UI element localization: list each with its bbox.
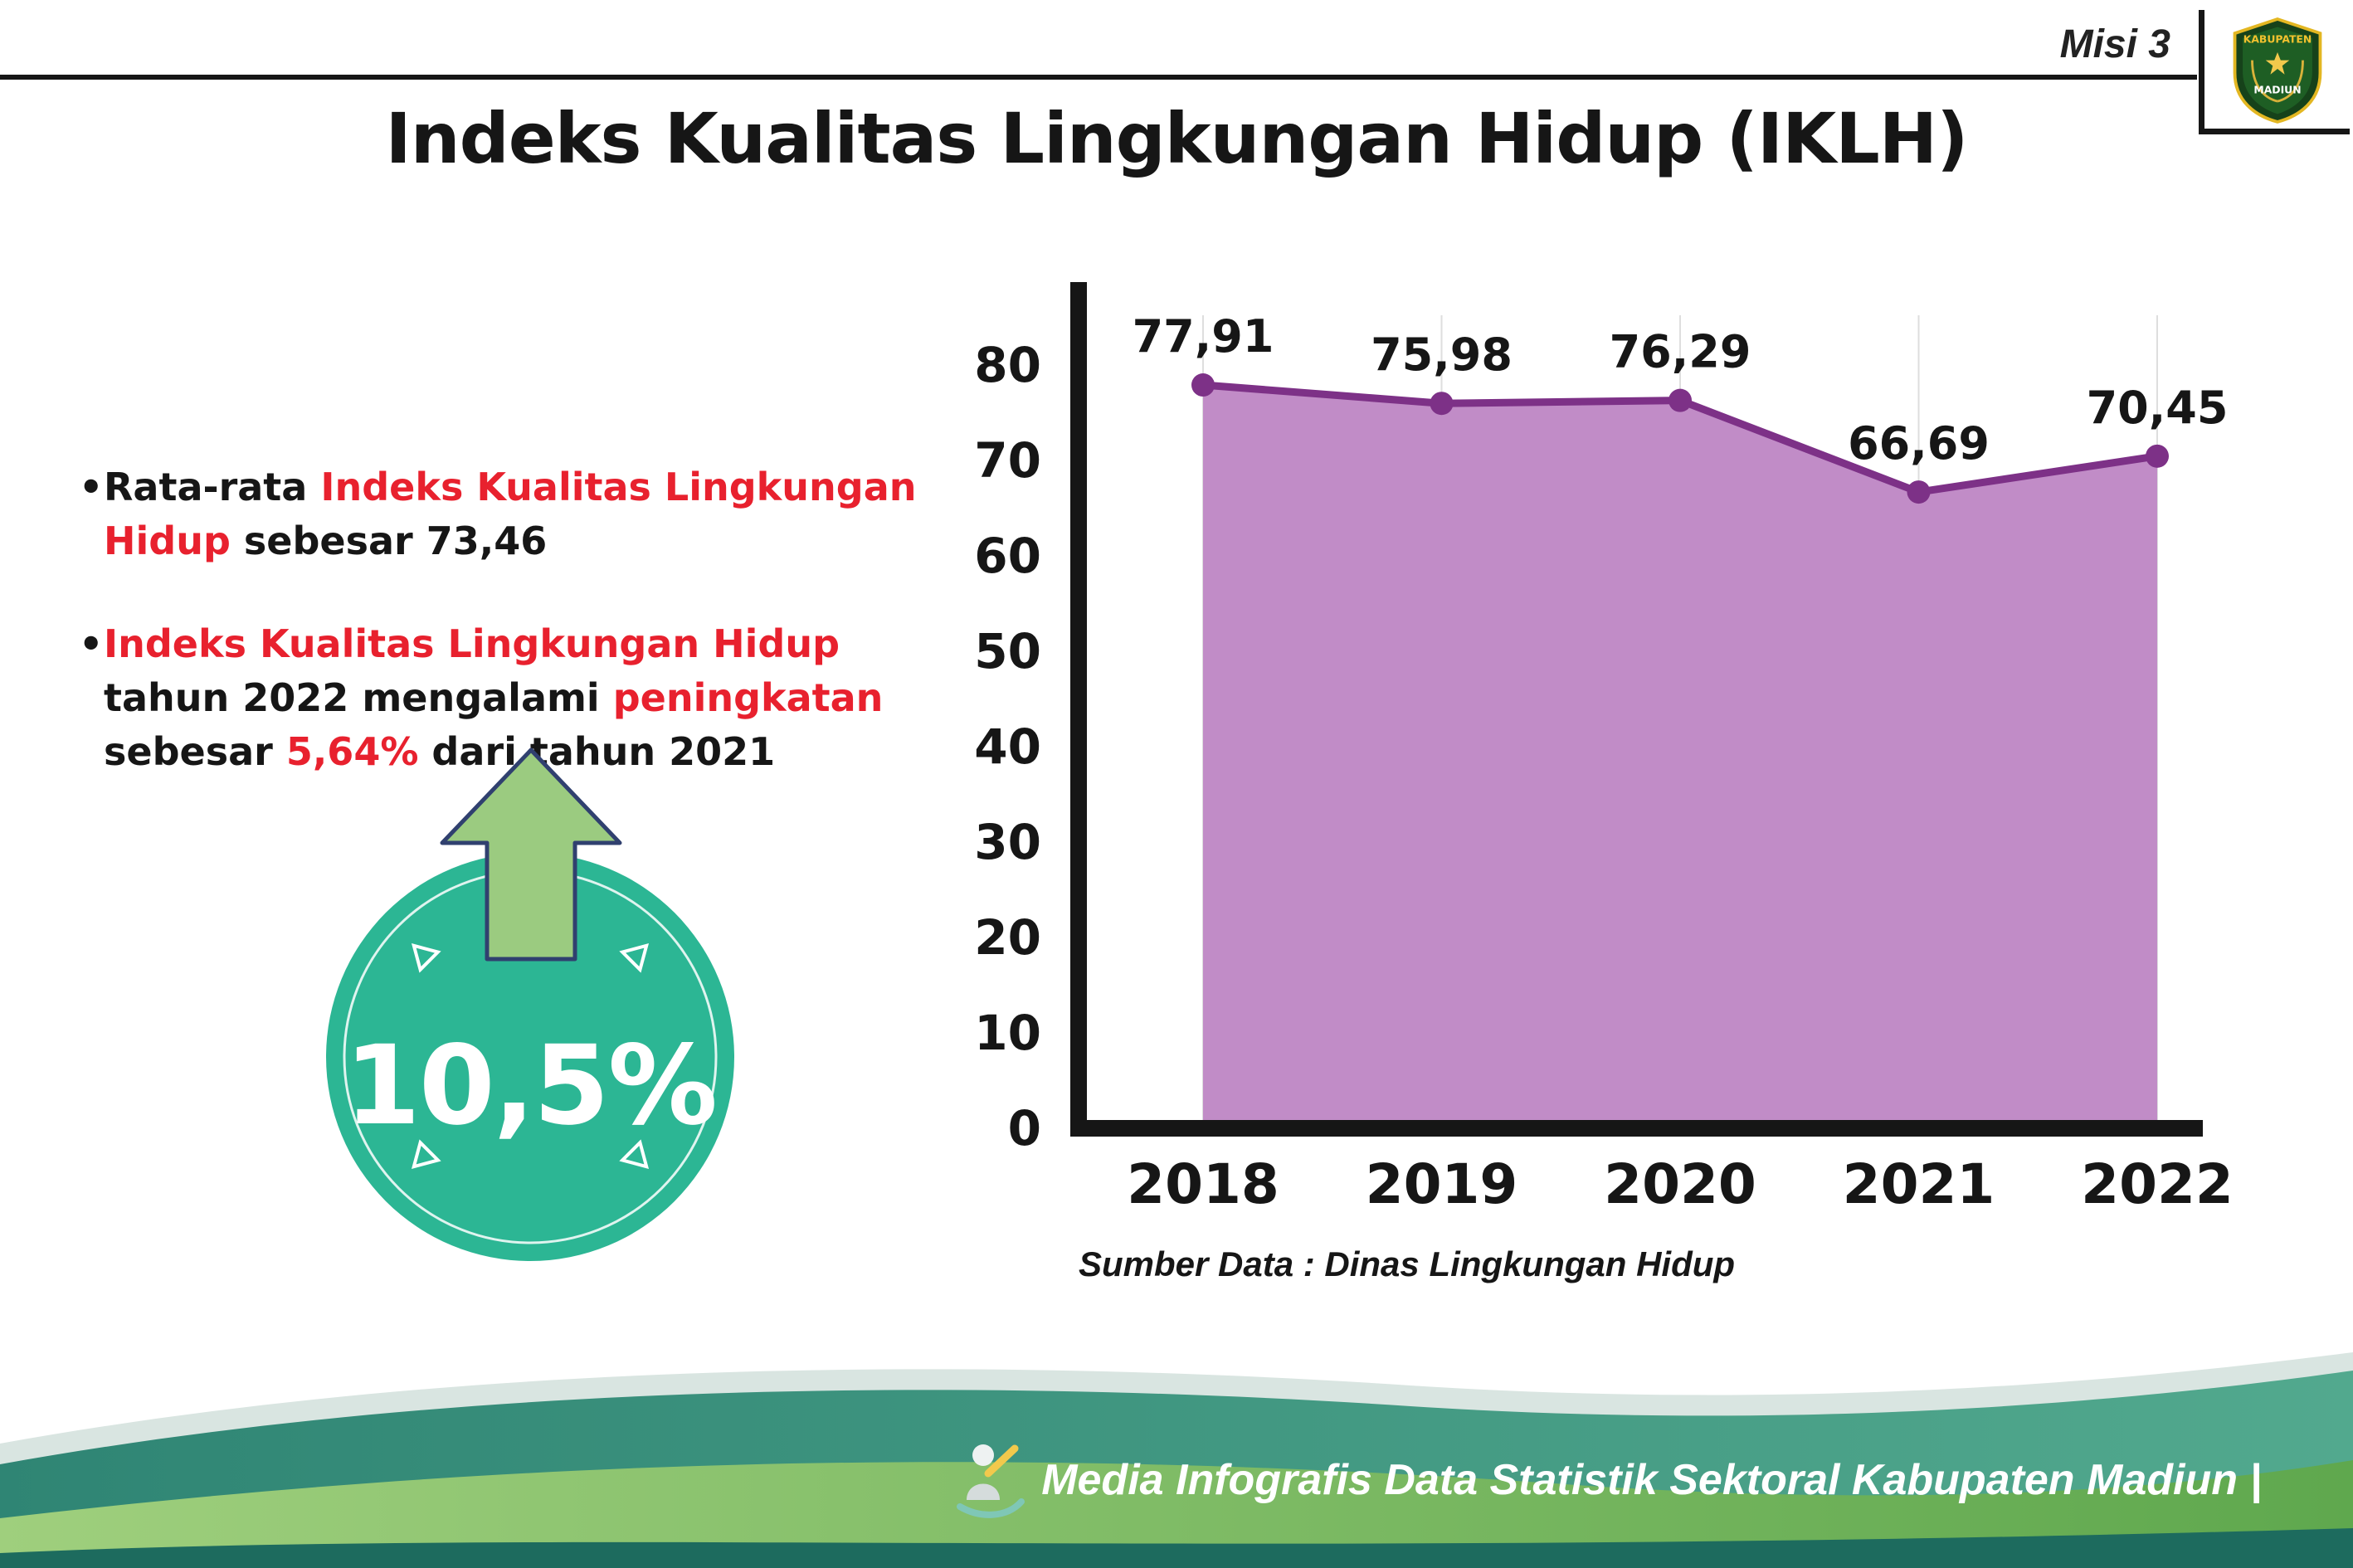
- badge-triangle-sw: [411, 1139, 441, 1170]
- logo-frame: KABUPATEN MADIUN: [2199, 10, 2350, 134]
- y-tick-label: 80: [974, 337, 1041, 393]
- badge-triangle-ne: [619, 942, 650, 973]
- badge-triangle-nw: [411, 942, 441, 973]
- chart-value-label: 66,69: [1848, 417, 1990, 470]
- chart-point: [2146, 444, 2169, 468]
- misi-label: Misi 3: [2059, 22, 2170, 66]
- y-tick-label: 30: [974, 814, 1041, 870]
- bullet2-seg6: dari tahun 2021: [418, 729, 776, 775]
- increase-percentage: 10,5%: [344, 1022, 718, 1150]
- footer-credit: Media Infografis Data Statistik Sektoral…: [955, 1440, 2262, 1520]
- x-tick-label: 2021: [1843, 1152, 1995, 1216]
- chart-value-label: 70,45: [2087, 382, 2229, 434]
- chart-source: Sumber Data : Dinas Lingkungan Hidup: [1079, 1244, 1736, 1283]
- x-tick-label: 2020: [1604, 1152, 1756, 1216]
- logo-shield-inner: [2242, 27, 2312, 114]
- logo-star-icon: [2265, 51, 2289, 75]
- header-rule: [0, 75, 2197, 80]
- x-tick-label: 2022: [2081, 1152, 2234, 1216]
- chart-value-label: 77,91: [1133, 310, 1274, 363]
- footer-credit-text: Media Infografis Data Statistik Sektoral…: [1041, 1456, 2262, 1504]
- y-tick-label: 40: [974, 718, 1041, 775]
- up-arrow-icon: [440, 747, 622, 962]
- bullet2-seg5: 5,64%: [285, 729, 419, 775]
- y-tick-label: 50: [974, 623, 1041, 679]
- chart-point: [1191, 373, 1215, 397]
- iklh-area-chart: 77,91 75,98 76,29 66,69 70,45 0 10 20 30 40 50 60 70…: [974, 282, 2234, 1216]
- bullet2-seg3: peningkatan: [612, 674, 884, 720]
- badge-triangle-se: [619, 1139, 650, 1170]
- bullet1-seg1: Rata-rata: [104, 465, 321, 509]
- bullet1-seg2: Indeks Kualitas Lingkungan Hidup: [104, 465, 917, 564]
- chart-point: [1430, 392, 1454, 416]
- chart-value-label: 75,98: [1371, 329, 1513, 381]
- footer-wave-dark: [0, 1528, 2353, 1568]
- bullet2-seg4: sebesar: [104, 729, 286, 775]
- logo-leaf-right: [2277, 60, 2304, 103]
- chart-point: [1669, 388, 1692, 412]
- y-tick-label: 70: [974, 432, 1041, 489]
- bullet1-seg3: sebesar 73,46: [230, 519, 548, 564]
- footer-waves: [0, 1352, 2353, 1568]
- bullet-list: • Rata-rata Indeks Kualitas Lingkungan H…: [79, 460, 971, 828]
- bullet2-seg1: Indeks Kualitas Lingkungan Hidup: [104, 621, 840, 666]
- y-tick-label: 10: [974, 1005, 1041, 1061]
- increase-badge: 10,5%: [326, 853, 734, 1261]
- x-tick-label: 2018: [1127, 1152, 1279, 1216]
- area-fill: [1203, 385, 2157, 1128]
- mascot-icon: [957, 1444, 1025, 1518]
- y-tick-label: 60: [974, 528, 1041, 584]
- bullet-rata-rata: • Rata-rata Indeks Kualitas Lingkungan H…: [79, 460, 971, 569]
- page-title: Indeks Kualitas Lingkungan Hidup (IKLH): [385, 98, 1969, 179]
- bullet2-seg2: tahun 2022 mengalami: [104, 674, 613, 720]
- logo-top-text: KABUPATEN: [2243, 32, 2311, 45]
- logo-bottom-text: MADIUN: [2253, 83, 2301, 95]
- kabupaten-madiun-logo: KABUPATEN MADIUN: [2233, 17, 2321, 124]
- bullet-peningkatan: • Indeks Kualitas Lingkungan Hidup tahun…: [79, 617, 971, 780]
- y-tick-label: 0: [1008, 1100, 1041, 1157]
- bullet-glyph: •: [79, 465, 104, 509]
- chart-value-label: 76,29: [1610, 326, 1751, 378]
- y-tick-label: 20: [974, 909, 1041, 966]
- logo-leaf-left: [2250, 60, 2277, 103]
- bullet-glyph: •: [79, 621, 104, 666]
- chart-point: [1907, 480, 1931, 504]
- x-tick-label: 2019: [1366, 1152, 1518, 1216]
